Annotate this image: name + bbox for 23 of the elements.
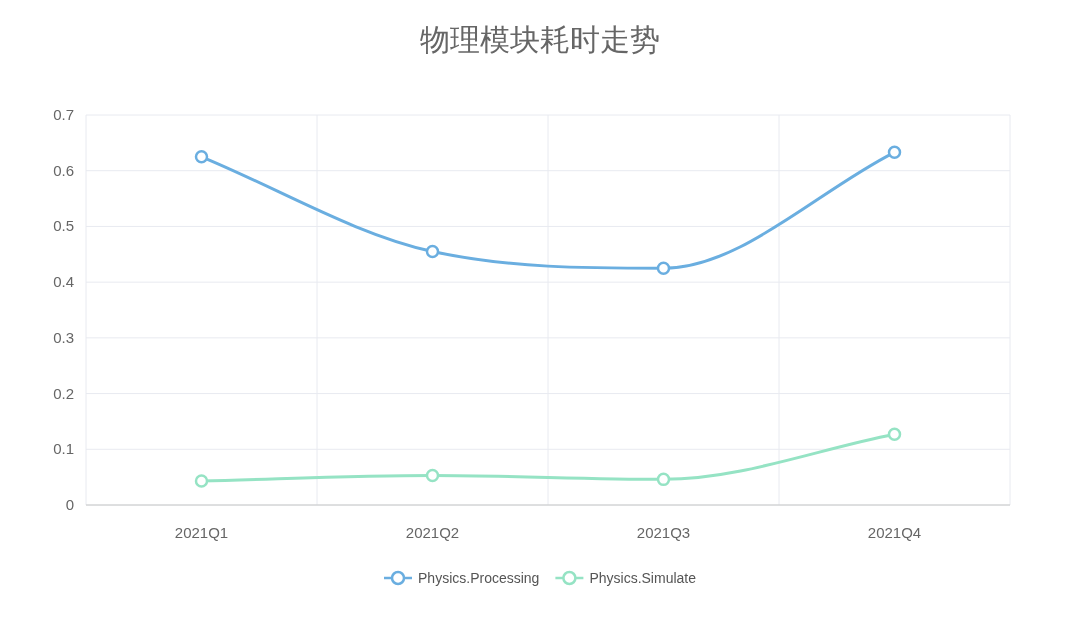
legend-label: Physics.Processing: [418, 570, 540, 586]
point: [425, 468, 440, 483]
point: [887, 427, 902, 441]
point: [194, 150, 209, 164]
x-tick-label: 2021Q3: [636, 524, 691, 541]
y-tick-label: 0.1: [53, 440, 74, 458]
y-tick-label: 0: [65, 496, 74, 513]
point: [194, 474, 209, 488]
y-tick-label: 0.7: [53, 106, 74, 123]
point: [656, 261, 671, 275]
point: [887, 145, 902, 160]
point: [425, 244, 440, 259]
y-tick-label: 0.4: [53, 273, 74, 291]
y-tick-label: 0.5: [53, 217, 74, 235]
y-tick-label: 0.2: [53, 384, 74, 402]
y-tick-label: 0.6: [53, 161, 74, 179]
legend-label: Physics.Simulate: [589, 570, 697, 586]
x-tick-label: 2021Q1: [174, 524, 229, 541]
x-tick-label: 2021Q4: [867, 524, 922, 541]
chart-title: 物理模块耗时走势: [420, 23, 660, 56]
y-tick-label: 0.3: [53, 328, 74, 346]
point: [656, 472, 671, 487]
x-tick-label: 2021Q2: [405, 524, 460, 541]
